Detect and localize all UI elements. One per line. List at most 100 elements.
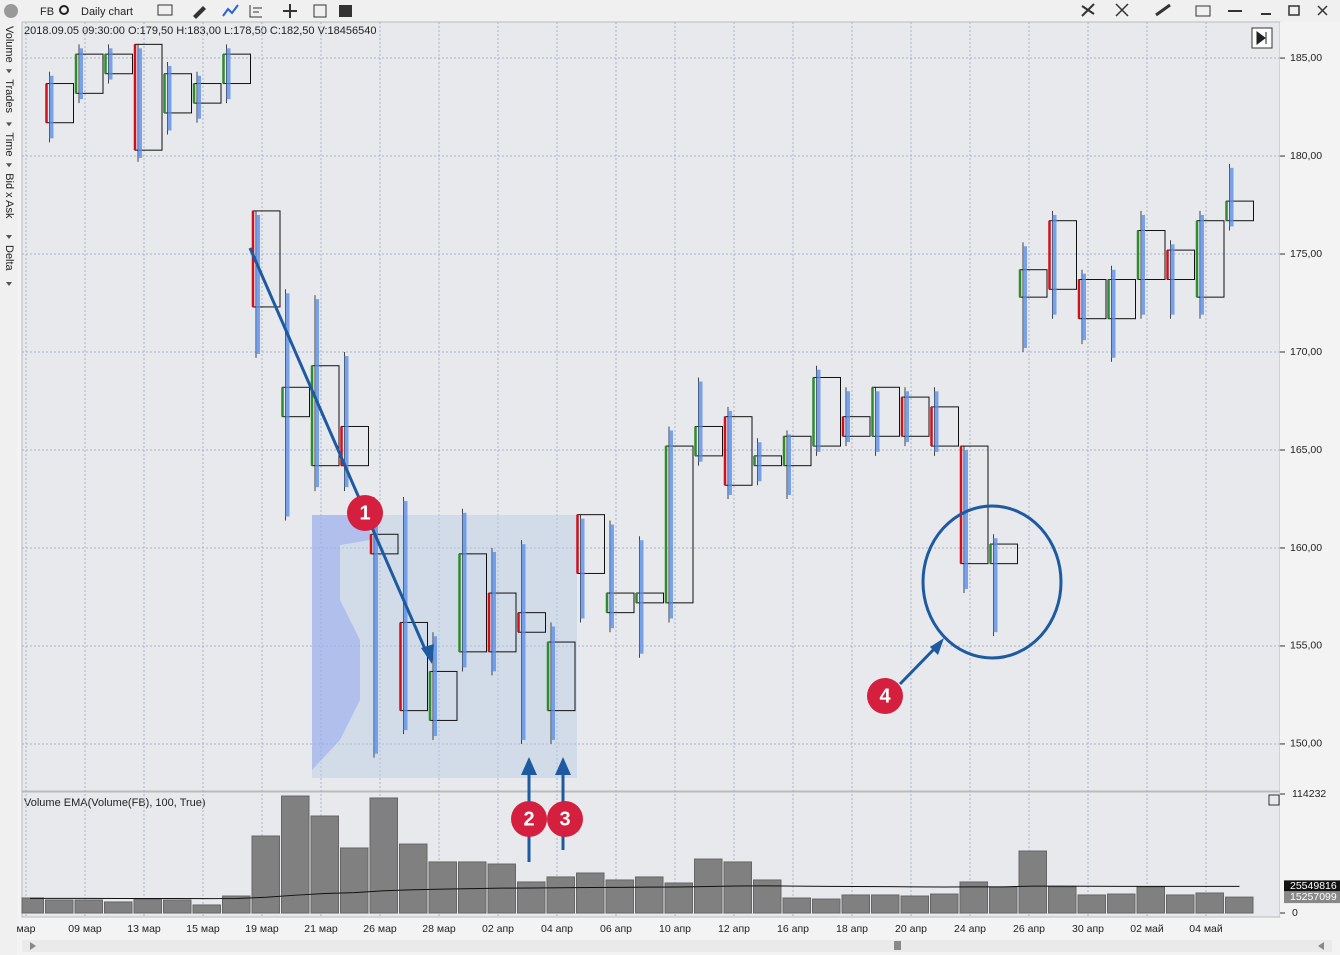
profile-bar: [344, 356, 349, 488]
scroll-thumb[interactable]: [894, 941, 901, 950]
volume-bar: [812, 898, 841, 914]
y-tick-label: 114232: [1292, 788, 1326, 800]
profile-bar: [108, 48, 113, 80]
volume-bar: [576, 872, 605, 914]
volume-bar: [723, 861, 752, 914]
side-tab[interactable]: Volume: [3, 26, 15, 63]
x-tick-label: 21 мар: [304, 923, 338, 935]
y-tick-label: 0: [1292, 907, 1298, 919]
close-pane[interactable]: [1268, 794, 1280, 806]
profile-bar: [1082, 273, 1086, 341]
volume-bar: [458, 861, 487, 914]
volume-bar: [133, 898, 162, 914]
badge: [547, 801, 583, 837]
profile-bar: [1023, 246, 1027, 349]
toolbar: [0, 0, 1340, 22]
volume-bar: [989, 886, 1018, 914]
icon[interactable]: [193, 6, 206, 19]
side-tab[interactable]: Delta: [3, 245, 15, 272]
x-tick-label: 30 апр: [1072, 923, 1104, 935]
ema-line: [30, 885, 1240, 900]
side-tab[interactable]: Time: [3, 132, 15, 156]
volume-bar: [930, 893, 959, 914]
badge: [511, 801, 547, 837]
volume-bar: [192, 904, 221, 914]
grid: [22, 22, 1285, 917]
profile-bar: [1052, 214, 1057, 315]
arrow-head: [521, 757, 537, 775]
profile-bar: [787, 434, 791, 495]
icon[interactable]: [339, 5, 352, 17]
x-tick-label: 06 апр: [600, 923, 632, 935]
x-tick-label: 12 апр: [718, 923, 750, 935]
x-tick-label: 15 мар: [186, 923, 220, 935]
profile-bar: [669, 430, 673, 619]
x-tick-label: 26 мар: [363, 923, 397, 935]
logo[interactable]: [4, 4, 18, 18]
volume-bar: [664, 882, 693, 914]
volume-bar: [1018, 850, 1047, 914]
profile-bar: [875, 391, 880, 452]
icon[interactable]: [249, 5, 262, 18]
profile-bar: [993, 538, 998, 633]
y-tick-label: 180,00: [1290, 150, 1322, 162]
icon[interactable]: [1115, 3, 1129, 17]
profile-bar: [698, 381, 703, 462]
profile-bar: [197, 75, 201, 119]
arrow-head: [555, 757, 571, 775]
volume-bar: [428, 861, 457, 914]
chart-name[interactable]: Daily chart: [81, 6, 133, 18]
y-tick-label: 170,00: [1290, 346, 1322, 358]
profile-bar: [49, 75, 54, 139]
profile-bar: [285, 293, 290, 517]
scroll-end-icon: [1256, 31, 1267, 45]
last-label: 15257099: [1290, 891, 1337, 903]
profile-bar: [1229, 167, 1234, 227]
arrow: [898, 643, 940, 686]
y-tick-label: 155,00: [1290, 640, 1322, 652]
profile-bar: [403, 501, 408, 731]
tab-arrow: [6, 69, 12, 74]
profile-bar: [934, 391, 939, 452]
badge: [867, 678, 903, 714]
maximize[interactable]: [1288, 5, 1300, 16]
side-tab[interactable]: Trades: [3, 79, 15, 113]
y-tick-label: 160,00: [1290, 542, 1322, 554]
volume-bar: [21, 897, 44, 914]
icon[interactable]: [1155, 3, 1171, 17]
volume-bar: [1225, 896, 1254, 914]
icon[interactable]: [283, 4, 297, 18]
price-pane: [21, 21, 1281, 792]
x-tick-label: 24 апр: [954, 923, 986, 935]
tab-arrow: [6, 163, 12, 168]
scrollbar[interactable]: [22, 940, 1332, 952]
icon[interactable]: [313, 4, 327, 18]
x-tick-label: 04 май: [1189, 923, 1223, 935]
close[interactable]: [1317, 5, 1328, 16]
x-tick-label: 20 апр: [895, 923, 927, 935]
icon[interactable]: [157, 4, 173, 16]
icon[interactable]: [1195, 5, 1211, 17]
icon[interactable]: [1081, 3, 1095, 17]
symbol[interactable]: FB: [40, 6, 54, 18]
volume-bar: [1048, 886, 1077, 914]
badge-label: 4: [879, 685, 891, 707]
x-tick-label: 13 мар: [127, 923, 161, 935]
profile-bar: [167, 65, 172, 131]
tab-arrow: [6, 122, 12, 127]
ema-label: 25549816: [1290, 880, 1337, 892]
volume-title: Volume EMA(Volume(FB), 100, True): [24, 797, 206, 809]
icon[interactable]: [222, 4, 239, 17]
x-tick-label: 10 апр: [659, 923, 691, 935]
profile-bar: [462, 512, 467, 668]
x-tick-label: 16 апр: [777, 923, 809, 935]
price-axis: [1280, 22, 1340, 917]
y-tick-label: 165,00: [1290, 444, 1322, 456]
profile-bar: [79, 48, 83, 100]
search-icon[interactable]: [59, 5, 69, 15]
volume-bar: [1195, 892, 1224, 914]
side-tab[interactable]: Bid x Ask: [3, 173, 15, 219]
x-tick-label: 02 апр: [482, 923, 514, 935]
volume-bar: [1107, 893, 1136, 914]
